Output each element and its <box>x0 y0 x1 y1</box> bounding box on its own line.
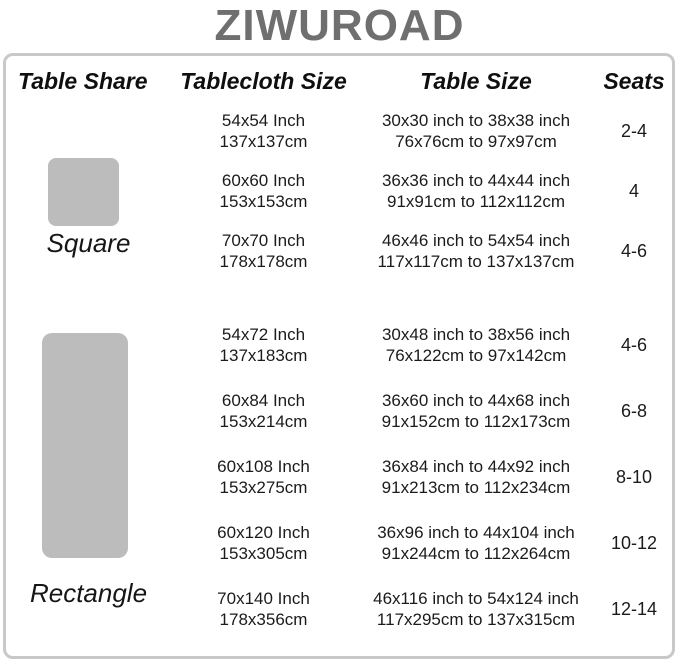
column-header-table-size: Table Size <box>420 68 532 94</box>
table-size-cell-line: 91x152cm to 112x173cm <box>381 412 571 431</box>
brand-title: ZIWUROAD <box>214 1 465 50</box>
seats-cell: 4-6 <box>620 240 647 261</box>
table-size-cell-line: 76x76cm to 97x97cm <box>395 132 557 151</box>
square-icon <box>48 158 119 226</box>
size-row: 60x120 Inch 153x305cm 36x96 inch to 44x104… <box>171 510 672 576</box>
tablecloth-size-cell-line: 60x108 Inch <box>217 457 310 476</box>
table-size-cell-line: 30x30 inch to 38x38 inch <box>381 111 571 130</box>
table-size-cell-line: 91x213cm to 112x234cm <box>381 478 571 497</box>
tablecloth-size-cell-line: 54x54 Inch <box>221 111 306 130</box>
table-size-cell: 36x84 inch to 44x92 inch 91x213cm to 112x… <box>356 456 596 498</box>
table-size-cell-line: 36x96 inch to 44x104 inch <box>377 523 575 542</box>
tablecloth-size-cell-line: 70x140 Inch <box>217 589 310 608</box>
seats-cell: 4 <box>628 180 639 201</box>
column-header-seats: Seats <box>603 68 665 94</box>
tablecloth-size-cell: 60x60 Inch 153x153cm <box>171 170 356 212</box>
tablecloth-size-cell: 70x70 Inch 178x178cm <box>171 230 356 272</box>
tablecloth-size-cell: 60x120 Inch 153x305cm <box>171 522 356 564</box>
tablecloth-size-cell: 54x54 Inch 137x137cm <box>171 110 356 152</box>
column-header-table-shape: Table Share <box>18 68 148 94</box>
size-row: 70x140 Inch 178x356cm 46x116 inch to 54x12… <box>171 576 672 642</box>
table-size-cell-line: 36x36 inch to 44x44 inch <box>381 171 571 190</box>
size-row: 60x84 Inch 153x214cm 36x60 inch to 44x68 i… <box>171 378 672 444</box>
tablecloth-size-cell: 70x140 Inch 178x356cm <box>171 588 356 630</box>
tablecloth-size-cell-line: 153x153cm <box>219 192 308 211</box>
tablecloth-size-cell-line: 178x178cm <box>219 252 308 271</box>
size-row: 70x70 Inch 178x178cm 46x46 inch to 54x54 i… <box>171 221 672 281</box>
rectangle-shape-label: Rectangle <box>29 578 148 608</box>
tablecloth-size-cell-line: 60x84 Inch <box>221 391 306 410</box>
table-size-cell: 30x30 inch to 38x38 inch 76x76cm to 97x97… <box>356 110 596 152</box>
table-size-cell: 30x48 inch to 38x56 inch 76x122cm to 97x1… <box>356 324 596 366</box>
tablecloth-size-cell-line: 60x120 Inch <box>217 523 310 542</box>
size-row: 60x108 Inch 153x275cm 36x84 inch to 44x92 … <box>171 444 672 510</box>
tablecloth-size-cell-line: 178x356cm <box>219 610 308 629</box>
tablecloth-size-cell-line: 137x137cm <box>219 132 308 151</box>
tablecloth-size-cell: 54x72 Inch 137x183cm <box>171 324 356 366</box>
square-shape-label: Square <box>46 228 131 258</box>
size-row: 54x72 Inch 137x183cm 30x48 inch to 38x56 i… <box>171 312 672 378</box>
table-size-cell: 46x46 inch to 54x54 inch 117x117cm to 137… <box>356 230 596 272</box>
tablecloth-size-cell-line: 153x305cm <box>219 544 308 563</box>
tablecloth-size-cell-line: 137x183cm <box>219 346 308 365</box>
size-row: 54x54 Inch 137x137cm 30x30 inch to 38x38 i… <box>171 101 672 161</box>
tablecloth-size-cell-line: 70x70 Inch <box>221 231 306 250</box>
seats-cell: 8-10 <box>615 466 653 487</box>
table-size-cell: 46x116 inch to 54x124 inch 117x295cm to 1… <box>356 588 596 630</box>
size-row: 60x60 Inch 153x153cm 36x36 inch to 44x44 i… <box>171 161 672 221</box>
seats-cell: 4-6 <box>620 334 647 355</box>
tablecloth-size-cell-line: 60x60 Inch <box>221 171 306 190</box>
rectangle-icon <box>42 333 128 558</box>
table-size-cell: 36x60 inch to 44x68 inch 91x152cm to 112x… <box>356 390 596 432</box>
table-size-cell: 36x36 inch to 44x44 inch 91x91cm to 112x1… <box>356 170 596 212</box>
size-chart-box: Table Share Tablecloth Size Table Size S… <box>3 53 675 659</box>
table-size-cell-line: 36x60 inch to 44x68 inch <box>381 391 571 410</box>
tablecloth-size-cell-line: 153x214cm <box>219 412 308 431</box>
table-header-row: Table Share Tablecloth Size Table Size S… <box>6 68 672 95</box>
table-size-cell-line: 46x46 inch to 54x54 inch <box>381 231 571 250</box>
table-size-cell-line: 117x117cm to 137x137cm <box>377 252 575 271</box>
table-size-cell-line: 91x91cm to 112x112cm <box>387 192 565 211</box>
tablecloth-size-cell: 60x108 Inch 153x275cm <box>171 456 356 498</box>
tablecloth-size-cell: 60x84 Inch 153x214cm <box>171 390 356 432</box>
table-size-cell: 36x96 inch to 44x104 inch 91x244cm to 112… <box>356 522 596 564</box>
seats-cell: 10-12 <box>610 532 658 553</box>
table-size-cell-line: 117x295cm to 137x315cm <box>376 610 576 629</box>
rectangle-size-rows: 54x72 Inch 137x183cm 30x48 inch to 38x56 i… <box>171 312 672 642</box>
seats-cell: 6-8 <box>620 400 647 421</box>
table-size-cell-line: 30x48 inch to 38x56 inch <box>381 325 571 344</box>
table-size-cell-line: 36x84 inch to 44x92 inch <box>381 457 571 476</box>
square-size-rows: 54x54 Inch 137x137cm 30x30 inch to 38x38 i… <box>171 101 672 281</box>
column-header-tablecloth-size: Tablecloth Size <box>180 68 347 94</box>
table-size-cell-line: 76x122cm to 97x142cm <box>385 346 567 365</box>
table-size-cell-line: 46x116 inch to 54x124 inch <box>373 589 579 608</box>
tablecloth-size-cell-line: 153x275cm <box>219 478 308 497</box>
tablecloth-size-cell-line: 54x72 Inch <box>221 325 306 344</box>
seats-cell: 12-14 <box>610 598 658 619</box>
seats-cell: 2-4 <box>620 120 647 141</box>
table-size-cell-line: 91x244cm to 112x264cm <box>381 544 571 563</box>
